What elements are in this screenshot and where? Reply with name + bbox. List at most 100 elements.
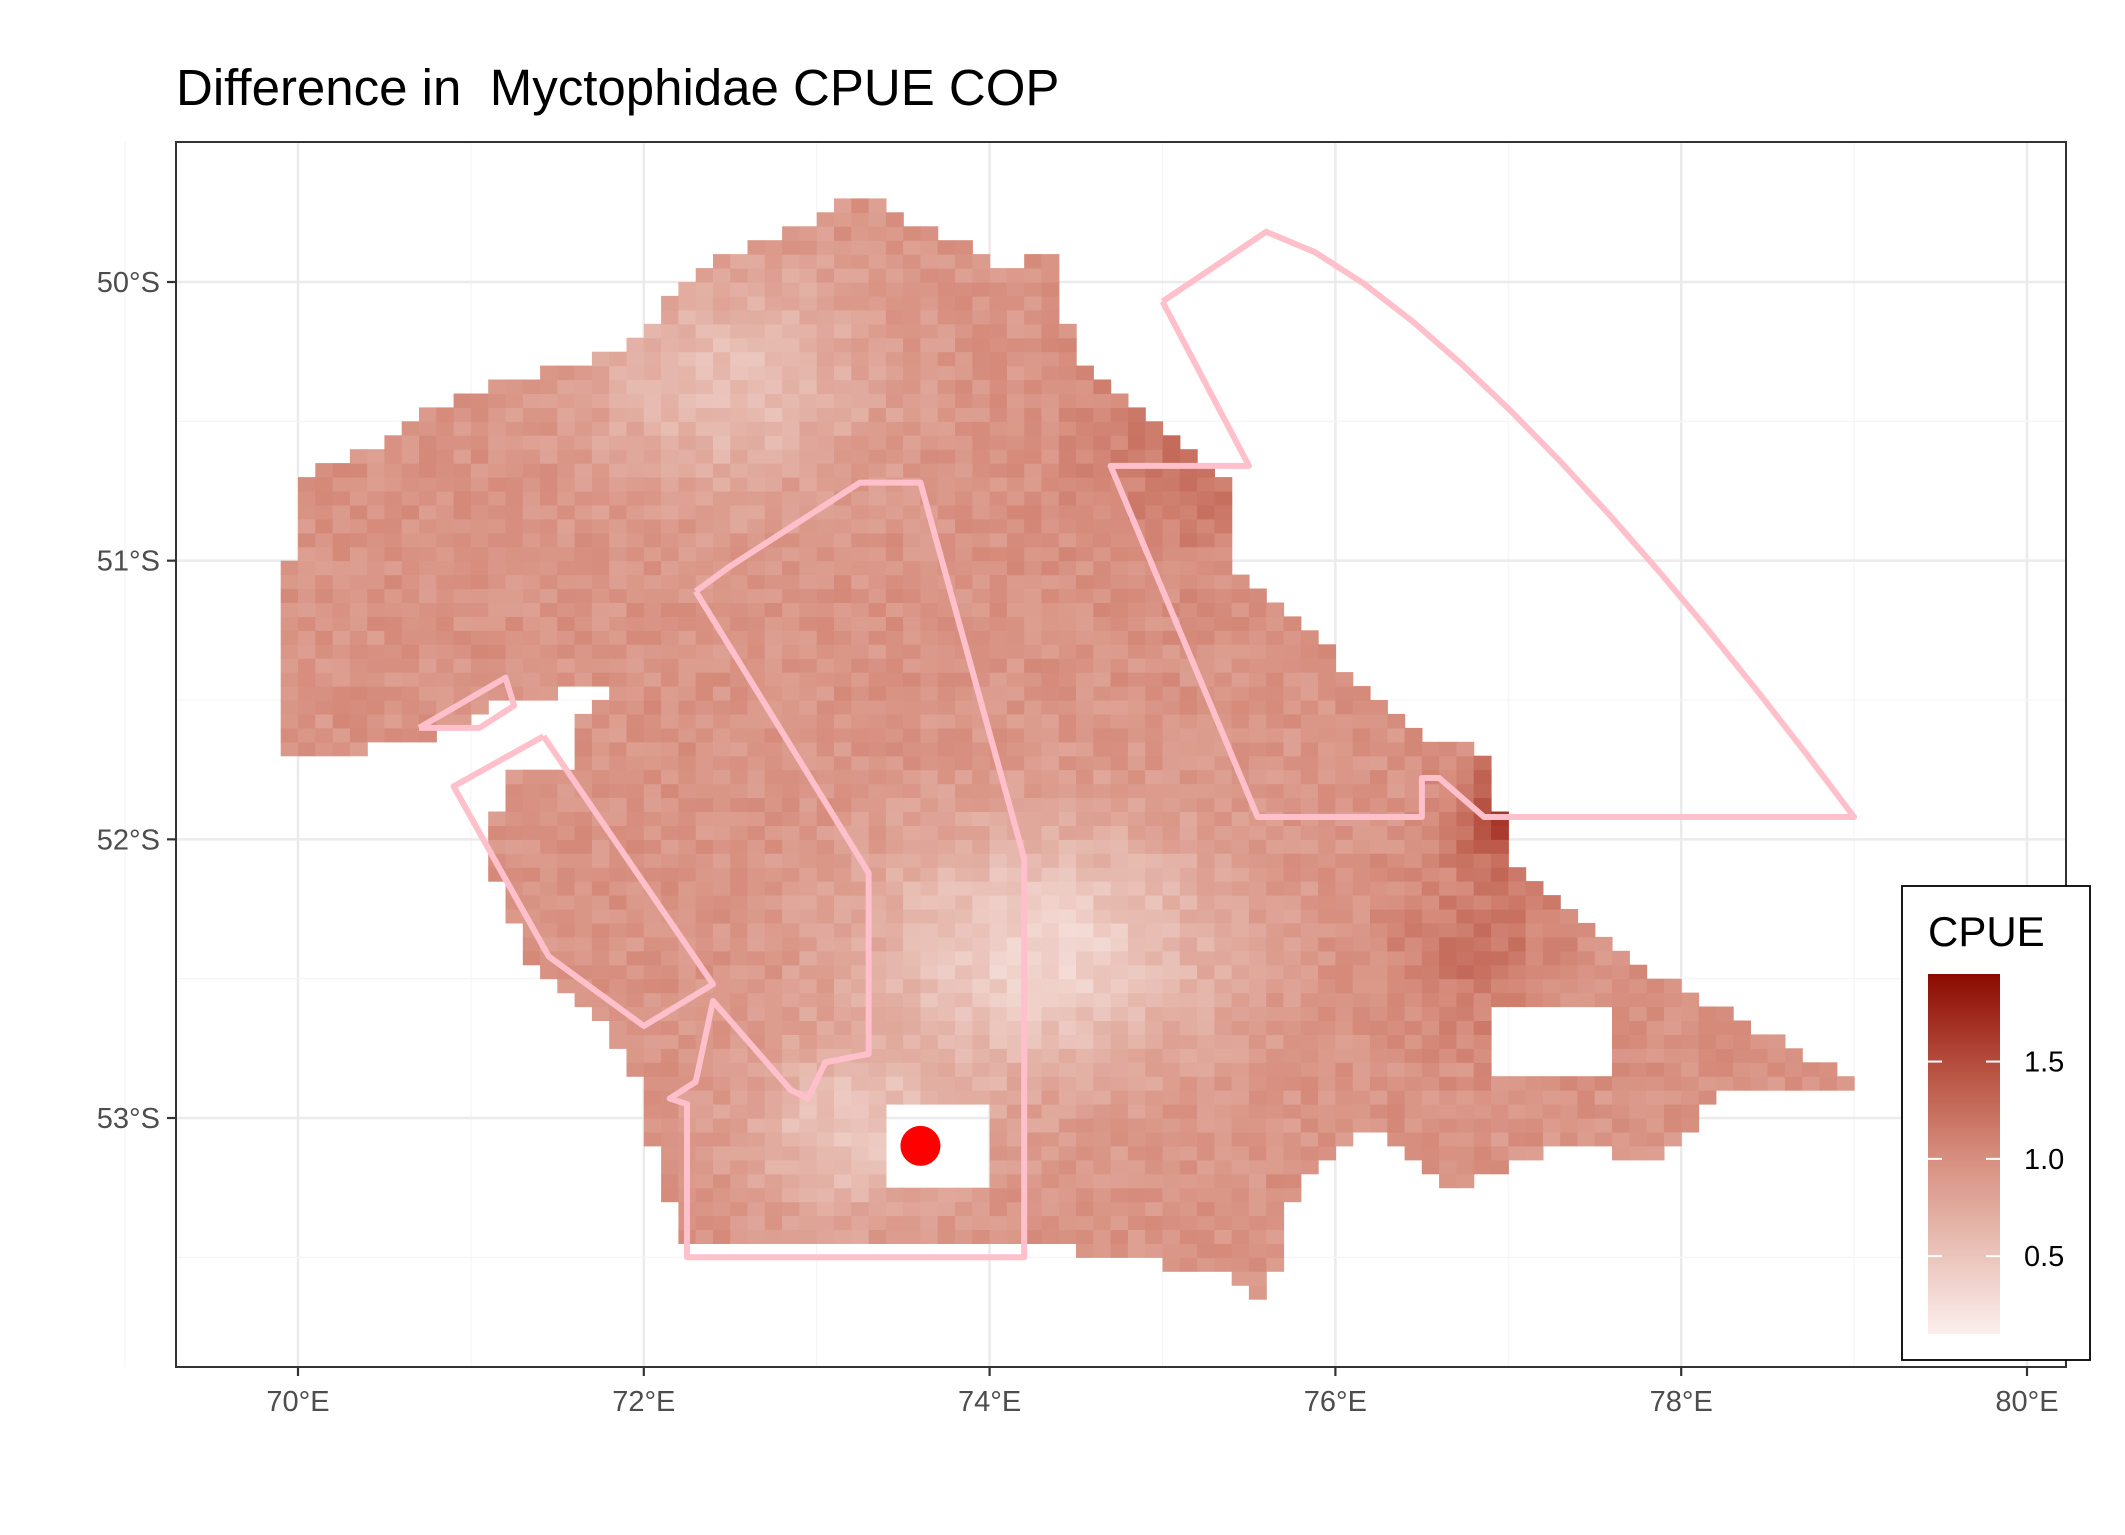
heatmap-cell	[1663, 1118, 1682, 1133]
heatmap-cell	[937, 992, 956, 1008]
heatmap-cell	[1145, 1201, 1164, 1217]
heatmap-cell	[1387, 895, 1406, 910]
heatmap-cell	[1491, 992, 1509, 1008]
heatmap-cell	[1525, 1104, 1544, 1119]
heatmap-cell	[1300, 658, 1319, 673]
heatmap-cell	[868, 393, 887, 408]
heatmap-cell	[1577, 1104, 1596, 1119]
heatmap-cell	[782, 672, 800, 687]
heatmap-cell	[1110, 1187, 1129, 1203]
heatmap-cell	[488, 560, 507, 576]
heatmap-cell	[298, 477, 316, 492]
heatmap-cell	[851, 407, 870, 422]
heatmap-cell	[1162, 727, 1181, 743]
heatmap-cell	[1076, 978, 1094, 994]
heatmap-cell	[955, 909, 973, 924]
heatmap-cell	[1110, 518, 1129, 534]
heatmap-cell	[1145, 1104, 1164, 1119]
heatmap-cell	[1352, 881, 1371, 896]
heatmap-cell	[903, 644, 921, 659]
heatmap-cell	[1145, 1020, 1164, 1035]
x-tick-label: 74°E	[958, 1386, 1021, 1418]
heatmap-cell	[1248, 644, 1267, 659]
heatmap-cell	[453, 491, 472, 506]
heatmap-cell	[1750, 1076, 1769, 1091]
heatmap-cell	[730, 922, 749, 938]
heatmap-cell	[1058, 449, 1077, 464]
heatmap-cell	[643, 546, 662, 562]
heatmap-cell	[903, 839, 921, 854]
heatmap-cell	[799, 463, 818, 478]
zone-outline-east	[1107, 228, 1858, 820]
heatmap-cell	[1110, 1131, 1129, 1147]
heatmap-cell	[678, 964, 697, 980]
heatmap-cell	[1076, 895, 1094, 910]
heatmap-cell	[1456, 909, 1475, 924]
heatmap-cell	[1058, 463, 1077, 478]
heatmap-cell	[1076, 867, 1094, 882]
heatmap-cell	[643, 936, 662, 952]
heatmap-cell	[989, 574, 1008, 590]
heatmap-cell	[1197, 477, 1215, 492]
heatmap-cell	[1041, 950, 1060, 966]
heatmap-cell	[1214, 964, 1233, 980]
heatmap-cell	[1041, 1076, 1060, 1091]
heatmap-cell	[955, 295, 973, 311]
heatmap-cell	[1300, 1048, 1319, 1063]
heatmap-cell	[1300, 644, 1319, 659]
heatmap-cell	[643, 602, 662, 617]
heatmap-cell	[1404, 922, 1423, 938]
heatmap-cell	[349, 560, 368, 576]
heatmap-cell	[989, 909, 1008, 924]
heatmap-cell	[1594, 1118, 1613, 1133]
heatmap-cell	[1127, 978, 1146, 994]
zone-outline-small	[417, 674, 518, 731]
heatmap-cell	[1058, 1090, 1077, 1105]
heatmap-cell	[1197, 630, 1215, 645]
heatmap-cell	[505, 783, 524, 799]
heatmap-cell	[557, 407, 576, 422]
heatmap-cell	[834, 226, 852, 241]
heatmap-cell	[764, 881, 783, 896]
heatmap-cell	[955, 867, 973, 882]
heatmap-cell	[1041, 825, 1060, 840]
heatmap-cell	[470, 630, 489, 645]
heatmap-cell	[1041, 393, 1060, 408]
heatmap-cell	[1266, 672, 1285, 687]
heatmap-cell	[955, 337, 973, 353]
heatmap-cell	[1767, 1062, 1786, 1077]
heatmap-cell	[1560, 950, 1579, 966]
heatmap-cell	[1681, 1104, 1700, 1119]
heatmap-cell	[1300, 1034, 1319, 1049]
heatmap-cell	[1387, 867, 1406, 882]
heatmap-cell	[626, 992, 645, 1008]
heatmap-cell	[1197, 1062, 1215, 1077]
heatmap-cell	[1093, 1076, 1112, 1091]
heatmap-cell	[419, 532, 437, 548]
heatmap-cell	[972, 881, 991, 896]
heatmap-cell	[1041, 1131, 1060, 1147]
heatmap-cell	[1110, 853, 1129, 868]
heatmap-cell	[1715, 1076, 1734, 1091]
heatmap-cell	[1197, 1006, 1215, 1021]
heatmap-cell	[1041, 268, 1060, 283]
heatmap-cell	[695, 463, 714, 478]
heatmap-cell	[1041, 769, 1060, 785]
heatmap-cell	[1041, 1173, 1060, 1189]
heatmap-cell	[470, 658, 489, 673]
heatmap-cell	[730, 950, 749, 966]
heatmap-cell	[1231, 1145, 1250, 1161]
heatmap-cell	[920, 1020, 939, 1035]
heatmap-cell	[1370, 895, 1388, 910]
heatmap-cell	[1058, 1034, 1077, 1049]
heatmap-cell	[1266, 1131, 1285, 1147]
heatmap-cell	[1058, 435, 1077, 450]
heatmap-cell	[1231, 867, 1250, 882]
heatmap-cell	[955, 491, 973, 506]
heatmap-cell	[1076, 1187, 1094, 1203]
heatmap-cell	[1663, 1131, 1682, 1147]
heatmap-cell	[799, 1020, 818, 1035]
heatmap-cell	[609, 978, 628, 994]
heatmap-cell	[782, 282, 800, 297]
heatmap-cell	[695, 518, 714, 534]
